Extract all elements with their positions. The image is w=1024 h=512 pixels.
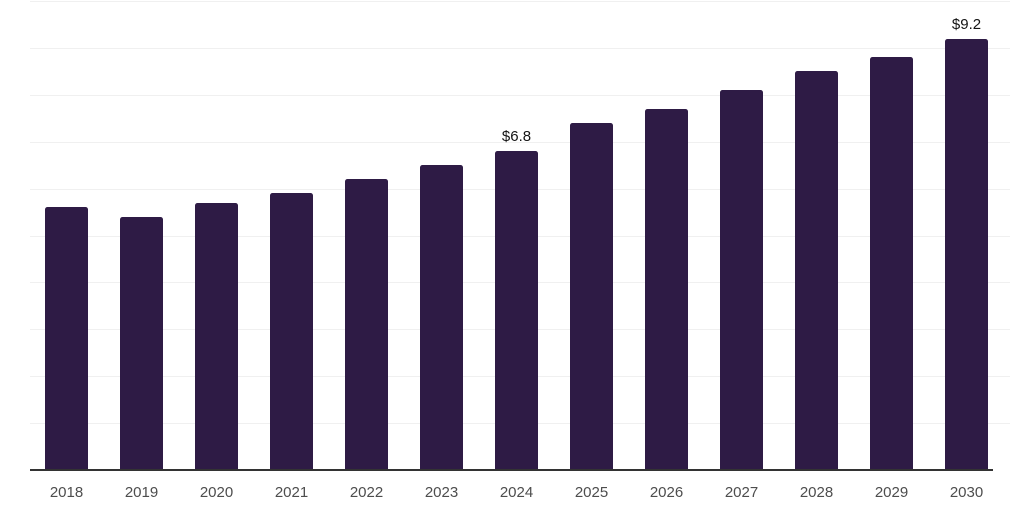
gridline [30,47,1010,49]
bar-2026 [645,108,688,470]
bar-2029 [870,57,913,470]
x-tick-label-2029: 2029 [874,484,909,501]
bar-2021 [270,193,313,470]
x-tick-label-2027: 2027 [724,484,759,501]
bar-2027 [720,90,763,470]
gridline [30,1,1010,2]
gridline [30,94,1010,96]
bar-2024 [495,151,538,470]
x-tick-label-2018: 2018 [49,484,84,501]
x-tick-label-2022: 2022 [349,484,384,501]
x-tick-label-2019: 2019 [124,484,159,501]
bar-2025 [570,122,613,470]
bar-2022 [345,179,388,470]
x-tick-label-2020: 2020 [199,484,234,501]
bar-2020 [195,202,238,470]
x-tick-label-2025: 2025 [574,484,609,501]
bar-2030 [945,38,988,470]
bar-2019 [120,216,163,470]
x-axis-line [30,469,993,471]
x-tick-label-2024: 2024 [499,484,534,501]
bar-value-label-2030: $9.2 [951,15,982,33]
x-tick-label-2028: 2028 [799,484,834,501]
x-tick-label-2026: 2026 [649,484,684,501]
x-tick-label-2023: 2023 [424,484,459,501]
bar-2018 [45,207,88,470]
bar-2023 [420,165,463,470]
bar-2028 [795,71,838,470]
x-tick-label-2030: 2030 [949,484,984,501]
bar-value-label-2024: $6.8 [501,128,532,146]
x-tick-label-2021: 2021 [274,484,309,501]
gridline [30,141,1010,143]
